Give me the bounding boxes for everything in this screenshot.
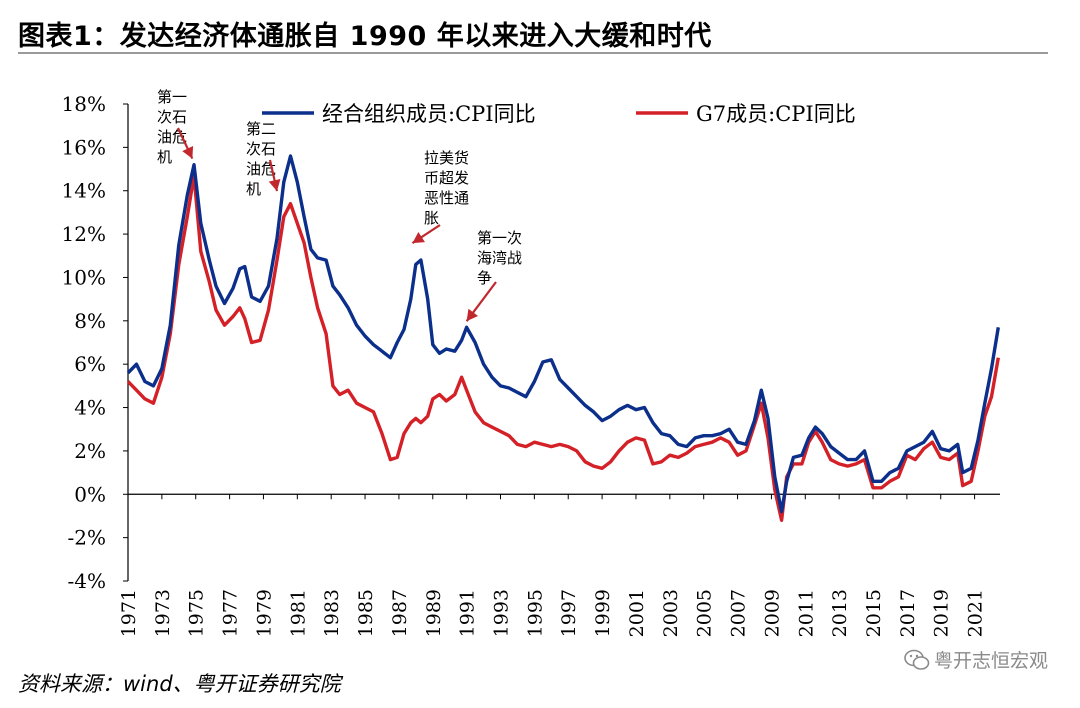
title-divider xyxy=(18,52,1048,54)
y-tick-label: 2% xyxy=(74,439,106,463)
series-line-oecd xyxy=(126,154,1000,514)
annotation-arrowhead xyxy=(268,179,281,192)
y-tick-label: -4% xyxy=(68,569,107,593)
wechat-icon xyxy=(904,649,930,670)
annotation-text: 第二 xyxy=(246,120,276,138)
x-tick-label: 1989 xyxy=(423,589,445,637)
legend-label: 经合组织成员:CPI同比 xyxy=(322,102,536,126)
x-tick-label: 1983 xyxy=(321,589,343,637)
x-tick-label: 1995 xyxy=(524,589,546,637)
y-tick-label: 16% xyxy=(62,135,106,159)
x-tick-label: 1975 xyxy=(186,589,208,637)
x-tick-label: 1993 xyxy=(491,589,513,637)
annotation-text: 胀 xyxy=(424,209,439,227)
annotation-arrowhead xyxy=(412,232,425,244)
series-line-g7 xyxy=(126,173,1000,522)
x-tick-label: 2001 xyxy=(626,589,648,637)
x-tick-label: 2017 xyxy=(897,589,919,637)
y-tick-label: 18% xyxy=(62,92,106,116)
annotation-text: 争 xyxy=(477,269,492,287)
page-title: 图表1：发达经济体通胀自 1990 年以来进入大缓和时代 xyxy=(18,21,712,52)
y-tick-label: 14% xyxy=(62,179,106,203)
x-tick-label: 2019 xyxy=(931,589,953,637)
x-tick-label: 2021 xyxy=(965,589,987,637)
x-tick-label: 2005 xyxy=(694,589,716,637)
annotation-text: 恶性通 xyxy=(424,189,469,207)
y-tick-label: -2% xyxy=(68,526,107,550)
x-tick-label: 1991 xyxy=(457,589,479,637)
annotation-text: 机 xyxy=(157,148,172,166)
x-tick-label: 1973 xyxy=(152,589,174,637)
annotation-text: 机 xyxy=(246,180,261,198)
watermark: 粤开志恒宏观 xyxy=(904,646,1048,673)
watermark-text: 粤开志恒宏观 xyxy=(933,650,1048,672)
x-tick-label: 2007 xyxy=(728,589,750,637)
y-tick-label: 0% xyxy=(74,482,106,506)
x-tick-label: 1999 xyxy=(592,589,614,637)
x-tick-label: 1987 xyxy=(389,589,411,637)
x-tick-label: 2015 xyxy=(863,589,885,637)
annotation-text: 次石 xyxy=(157,108,187,126)
x-tick-label: 1979 xyxy=(253,589,275,637)
x-tick-label: 1997 xyxy=(558,589,580,637)
annotation-text: 第一次 xyxy=(477,229,522,247)
annotation-text: 海湾战 xyxy=(477,249,522,267)
x-tick-label: 1971 xyxy=(118,589,140,637)
annotation-text: 次石 xyxy=(246,140,276,158)
x-tick-label: 1985 xyxy=(355,589,377,637)
x-tick-label: 2009 xyxy=(761,589,783,637)
x-tick-label: 1977 xyxy=(220,589,242,637)
y-tick-label: 4% xyxy=(74,396,106,420)
y-tick-label: 10% xyxy=(62,265,106,289)
annotation-arrowhead xyxy=(466,308,479,322)
y-tick-label: 8% xyxy=(74,309,106,333)
legend-label: G7成员:CPI同比 xyxy=(696,102,856,126)
x-tick-label: 2013 xyxy=(829,589,851,637)
annotation-arrowhead xyxy=(182,146,194,159)
x-tick-label: 1981 xyxy=(287,589,309,637)
x-tick-label: 2003 xyxy=(660,589,682,637)
annotation-text: 第一 xyxy=(157,88,187,106)
y-tick-label: 6% xyxy=(74,352,106,376)
annotation-text: 币超发 xyxy=(424,169,469,187)
y-tick-label: 12% xyxy=(62,222,106,246)
annotation-text: 油危 xyxy=(246,160,276,178)
source-note: 资料来源：wind、粤开证券研究院 xyxy=(18,672,341,696)
x-tick-label: 2011 xyxy=(795,589,817,637)
annotation-text: 拉美货 xyxy=(424,149,469,167)
